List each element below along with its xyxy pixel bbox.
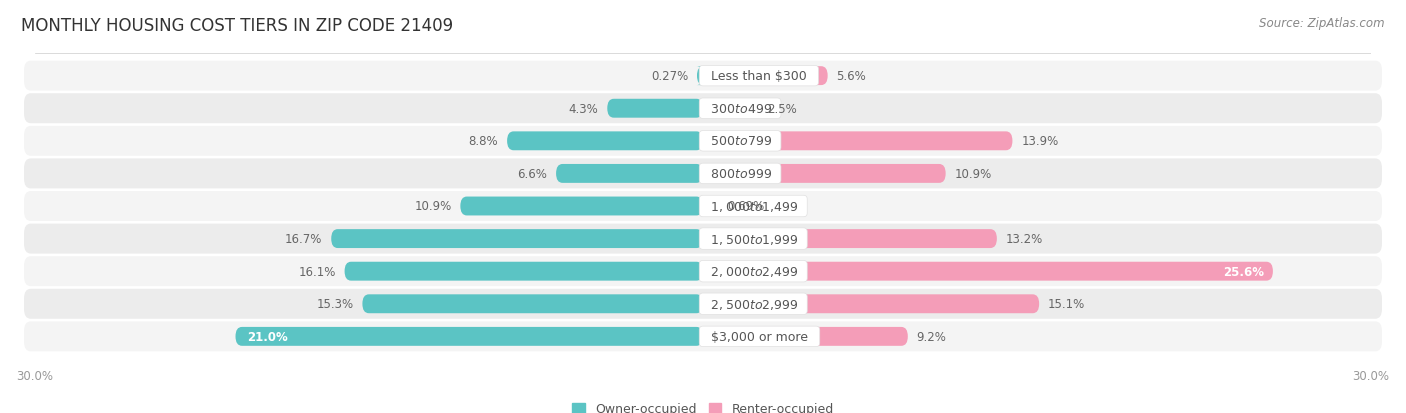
FancyBboxPatch shape	[703, 67, 828, 86]
FancyBboxPatch shape	[703, 230, 997, 249]
Text: 6.6%: 6.6%	[517, 168, 547, 180]
FancyBboxPatch shape	[703, 262, 1272, 281]
Text: 16.1%: 16.1%	[298, 265, 336, 278]
Text: 10.9%: 10.9%	[955, 168, 991, 180]
Text: $2,500 to $2,999: $2,500 to $2,999	[703, 297, 803, 311]
FancyBboxPatch shape	[24, 256, 1382, 287]
Text: Less than $300: Less than $300	[703, 70, 814, 83]
Text: 15.1%: 15.1%	[1047, 297, 1085, 311]
Text: $1,500 to $1,999: $1,500 to $1,999	[703, 232, 803, 246]
FancyBboxPatch shape	[607, 100, 703, 119]
Text: $500 to $799: $500 to $799	[703, 135, 778, 148]
FancyBboxPatch shape	[24, 289, 1382, 319]
FancyBboxPatch shape	[703, 327, 908, 346]
Text: $2,000 to $2,499: $2,000 to $2,499	[703, 265, 803, 278]
FancyBboxPatch shape	[24, 94, 1382, 124]
Text: 9.2%: 9.2%	[917, 330, 946, 343]
FancyBboxPatch shape	[460, 197, 703, 216]
Text: MONTHLY HOUSING COST TIERS IN ZIP CODE 21409: MONTHLY HOUSING COST TIERS IN ZIP CODE 2…	[21, 17, 453, 34]
Text: 8.8%: 8.8%	[468, 135, 498, 148]
FancyBboxPatch shape	[24, 322, 1382, 351]
Text: 2.5%: 2.5%	[768, 102, 797, 116]
FancyBboxPatch shape	[703, 197, 718, 216]
Text: 10.9%: 10.9%	[415, 200, 451, 213]
FancyBboxPatch shape	[703, 294, 1039, 313]
FancyBboxPatch shape	[703, 100, 759, 119]
Text: 0.69%: 0.69%	[727, 200, 765, 213]
FancyBboxPatch shape	[363, 294, 703, 313]
Text: 21.0%: 21.0%	[246, 330, 287, 343]
Text: 13.9%: 13.9%	[1021, 135, 1059, 148]
FancyBboxPatch shape	[24, 159, 1382, 189]
Text: Source: ZipAtlas.com: Source: ZipAtlas.com	[1260, 17, 1385, 29]
Text: $300 to $499: $300 to $499	[703, 102, 778, 116]
FancyBboxPatch shape	[703, 132, 1012, 151]
FancyBboxPatch shape	[703, 164, 946, 183]
Legend: Owner-occupied, Renter-occupied: Owner-occupied, Renter-occupied	[568, 397, 838, 413]
Text: 0.27%: 0.27%	[651, 70, 688, 83]
FancyBboxPatch shape	[555, 164, 703, 183]
Text: $1,000 to $1,499: $1,000 to $1,499	[703, 199, 803, 214]
Text: 16.7%: 16.7%	[285, 233, 322, 245]
Text: $800 to $999: $800 to $999	[703, 168, 778, 180]
FancyBboxPatch shape	[344, 262, 703, 281]
FancyBboxPatch shape	[24, 62, 1382, 91]
FancyBboxPatch shape	[696, 67, 703, 86]
Text: 13.2%: 13.2%	[1005, 233, 1043, 245]
FancyBboxPatch shape	[24, 192, 1382, 221]
FancyBboxPatch shape	[332, 230, 703, 249]
FancyBboxPatch shape	[508, 132, 703, 151]
Text: $3,000 or more: $3,000 or more	[703, 330, 815, 343]
FancyBboxPatch shape	[235, 327, 703, 346]
Text: 25.6%: 25.6%	[1223, 265, 1264, 278]
FancyBboxPatch shape	[24, 224, 1382, 254]
FancyBboxPatch shape	[24, 126, 1382, 157]
Text: 5.6%: 5.6%	[837, 70, 866, 83]
Text: 4.3%: 4.3%	[568, 102, 599, 116]
Text: 15.3%: 15.3%	[316, 297, 353, 311]
